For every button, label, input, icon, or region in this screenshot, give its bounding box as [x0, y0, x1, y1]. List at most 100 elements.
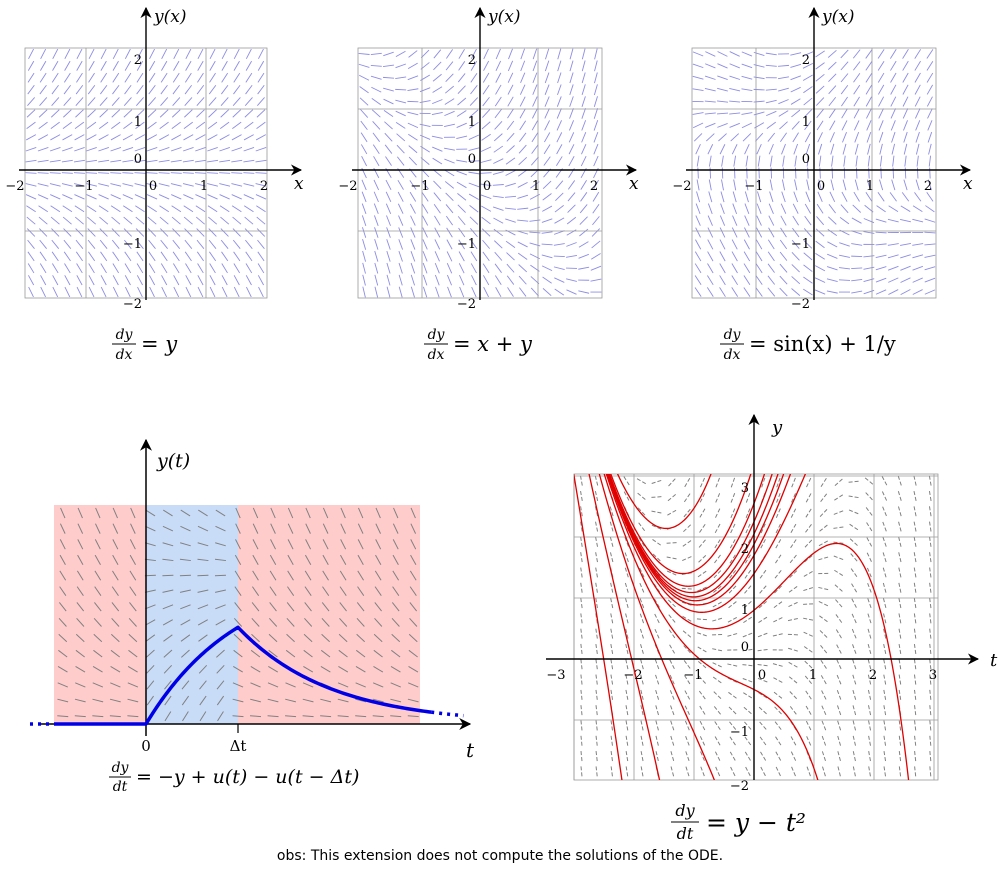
slope-mark — [128, 633, 138, 643]
slope-mark — [51, 263, 59, 274]
slope-mark — [839, 242, 850, 247]
slope-mark — [112, 286, 119, 298]
slope-mark — [929, 567, 932, 580]
slope-mark — [882, 552, 888, 565]
slope-mark — [136, 275, 143, 286]
slope-mark — [581, 72, 586, 84]
slope-mark — [655, 720, 660, 733]
slope-mark — [929, 689, 932, 702]
slope-mark — [609, 521, 615, 534]
slope-mark — [924, 277, 936, 283]
slope-mark — [483, 60, 490, 71]
slope-mark — [744, 583, 753, 594]
slope-mark — [712, 600, 724, 608]
slope-mark — [99, 109, 108, 118]
slope-mark — [788, 676, 799, 685]
slope-mark — [580, 475, 584, 488]
slope-mark — [360, 120, 368, 131]
slope-mark — [692, 122, 704, 129]
slope-mark — [532, 84, 538, 95]
slope-mark — [772, 632, 785, 637]
slope-mark — [835, 629, 843, 641]
slope-mark — [86, 183, 97, 187]
slope-mark — [359, 97, 369, 106]
slope-mark — [58, 618, 67, 627]
slope-mark — [250, 682, 261, 688]
slope-mark — [868, 720, 872, 733]
slope-mark — [827, 241, 838, 248]
slope-mark — [457, 216, 466, 226]
slope-mark — [731, 263, 738, 274]
slope-mark — [666, 570, 679, 577]
slope-mark — [833, 509, 846, 515]
slope-mark — [914, 72, 921, 83]
slope-mark — [208, 239, 217, 249]
slope-mark — [791, 109, 801, 118]
slope-mark — [568, 120, 575, 131]
slope-field-marks — [692, 49, 936, 297]
slope-mark — [826, 278, 838, 282]
slope-mark — [507, 72, 514, 83]
slope-mark — [257, 60, 265, 71]
slope-mark — [182, 172, 194, 174]
slope-mark — [595, 674, 599, 687]
slope-mark — [245, 275, 252, 286]
slope-mark — [580, 567, 583, 580]
slope-mark — [252, 570, 259, 581]
slope-mark — [28, 286, 34, 298]
slope-mark — [744, 203, 750, 215]
slope-mark — [821, 705, 828, 717]
slope-mark — [567, 204, 576, 213]
slope-mark — [220, 228, 229, 237]
slope-mark — [898, 567, 902, 580]
slope-mark — [397, 203, 404, 214]
slope-mark — [251, 633, 260, 643]
slope-mark — [593, 143, 599, 155]
x-tick-label: 0 — [817, 179, 825, 194]
slope-mark — [128, 649, 138, 658]
slope-mark — [52, 286, 59, 298]
slope-mark — [904, 167, 907, 179]
slope-mark — [321, 618, 330, 627]
slope-mark — [744, 552, 752, 564]
slope-mark — [196, 84, 205, 95]
slope-mark — [456, 170, 467, 176]
slope-mark — [581, 132, 587, 143]
slope-mark — [692, 88, 704, 91]
slope-mark — [890, 60, 897, 71]
slope-mark — [322, 570, 329, 581]
slope-mark — [623, 491, 631, 503]
slope-mark — [434, 227, 441, 238]
slope-mark — [532, 108, 538, 119]
slope-mark — [840, 85, 849, 95]
slope-mark — [305, 507, 311, 519]
slope-mark — [766, 110, 777, 117]
slope-mark — [195, 216, 205, 225]
slope-mark — [776, 475, 782, 488]
slope-mark — [773, 691, 784, 700]
slope-mark — [505, 182, 516, 187]
slope-mark — [149, 275, 156, 286]
slope-mark — [851, 583, 859, 595]
slope-mark — [520, 72, 526, 84]
slope-mark — [790, 63, 802, 68]
slope-mark — [852, 204, 861, 213]
slope-mark — [753, 64, 765, 68]
x-tick-label: 0 — [758, 668, 766, 683]
slope-mark — [340, 523, 346, 534]
slope-mark — [898, 598, 902, 611]
slope-mark — [447, 274, 452, 286]
slope-mark — [531, 144, 539, 154]
equation-denominator: dx — [428, 347, 445, 363]
slope-mark — [94, 554, 101, 565]
slope-mark — [269, 602, 277, 612]
slope-mark — [827, 61, 837, 70]
slope-mark — [816, 120, 824, 131]
slope-mark — [852, 751, 857, 764]
slope-mark — [198, 509, 208, 517]
equation-denominator: dt — [677, 824, 694, 843]
slope-mark — [359, 86, 369, 94]
slope-mark — [707, 203, 713, 215]
slope-mark — [408, 649, 418, 658]
slope-mark — [233, 666, 243, 673]
